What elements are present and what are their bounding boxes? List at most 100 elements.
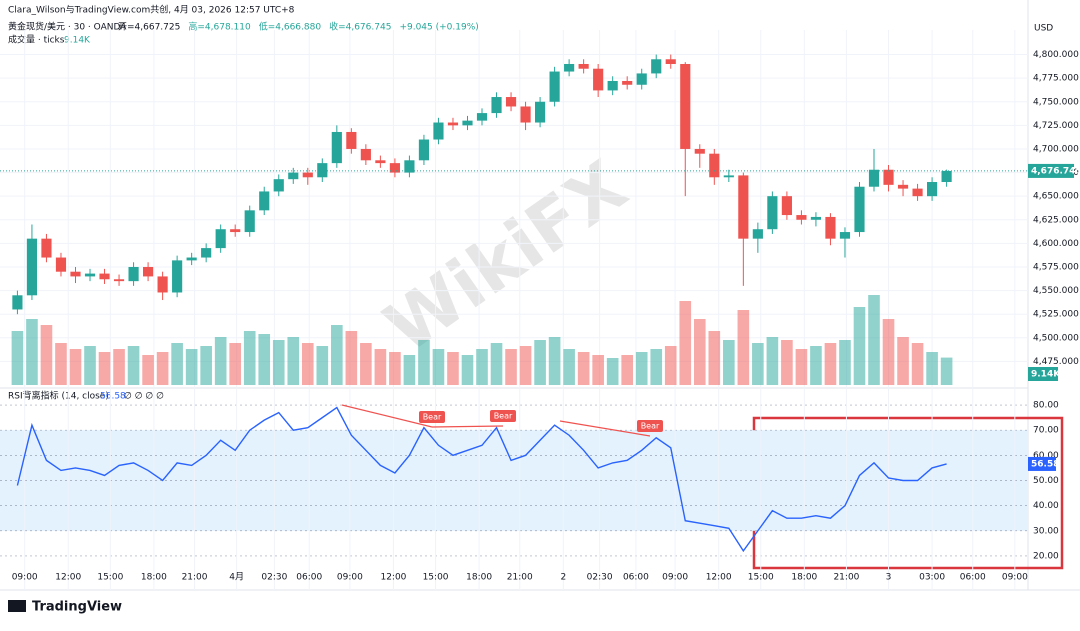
candle-body [26,238,38,296]
candle-body [607,80,618,91]
y2-tick-label: 20.00 [1033,551,1059,561]
volume-bar [839,340,851,385]
bear-label: Bear [641,422,660,431]
rsi-title: RSI背离指标 (14, close) [8,390,109,402]
bear-badge [637,420,663,432]
x-tick-label: 12:00 [706,573,732,583]
candle-body [172,260,183,293]
x-tick-label: 15:00 [97,573,123,583]
volume-bar [897,337,909,385]
y-tick-label: 4,600.000 [1033,239,1079,249]
rsi-line [16,406,947,553]
volume-bar [185,349,198,385]
volume-bar [98,352,111,385]
y2-tick-label: 80.00 [1033,401,1059,411]
candle-body [113,279,125,282]
symbol: 黄金现货/美元 · 30 · OANDA [8,21,127,33]
volume-bar [418,340,430,385]
volume-bar [11,331,24,385]
y-tick-label: 4,500.000 [1033,333,1079,343]
y-tick-label: 4,750.000 [1033,97,1079,107]
x-tick-label: 18:00 [466,573,492,583]
candle-body [70,271,81,277]
volume-bar [752,343,764,385]
rsi-label: 56.58 [1031,459,1059,469]
y2-tick-label: 50.00 [1033,476,1059,486]
y2-tick-label: 60.00 [1033,451,1059,461]
ohlc-item: +9.045 (+0.19%) [399,23,478,33]
candle-body [447,122,459,126]
rsi-label-bg [1028,456,1056,471]
y-tick-label: 4,575.000 [1033,262,1079,272]
x-tick-label: 12:00 [55,573,81,583]
volume-bar [606,358,619,385]
x-tick-label: 2 [560,573,566,583]
candle-body [665,59,676,64]
x-tick-label: 3 [886,573,892,583]
candle-body [418,139,430,161]
volume-bar [214,337,227,385]
volume-bar [592,355,604,385]
volume-bar [505,349,517,385]
ohlc-item: 开=4,667.725 [118,22,180,33]
candle-body [157,276,168,293]
rsi-value: 56.58 [100,392,126,402]
candle-body [230,229,241,233]
volume-bar [389,352,401,385]
candle-body [317,163,328,178]
candle-body [288,172,299,180]
candle-body [781,196,792,216]
candle-body [41,238,52,258]
volume-bar [272,340,285,385]
x-tick-label: 09:00 [337,573,363,583]
bear-badge [490,410,516,422]
x-tick-label: 06:00 [623,573,649,583]
ohlc-item: 高=4,678.110 [188,21,251,33]
volume-bar [926,352,938,385]
volume-bar [156,352,169,385]
candle-body [476,113,488,121]
logo-icon [8,600,26,612]
volume-bar [345,331,358,385]
candle-body [738,175,749,239]
volume-title: 成交量 · ticks [8,34,65,46]
y-tick-label: 4,725.000 [1033,121,1079,131]
candle-body [564,63,575,72]
candle-body [723,175,734,178]
rsi-extra: ∅ ∅ ∅ ∅ [124,392,164,402]
x-tick-label: 12:00 [380,573,406,583]
candle-body [201,248,212,258]
volume-bar [432,349,445,385]
volume-bar [316,346,329,385]
candle-body [128,266,139,282]
volume-bar [403,355,416,385]
candle-body [404,160,415,173]
x-tick-label: 06:00 [960,573,986,583]
y-tick-label: 4,775.000 [1033,74,1079,84]
divergence-line [559,420,651,437]
volume-bar [766,337,779,385]
volume-bar [548,337,561,385]
y-tick-label: 4,625.000 [1033,215,1079,225]
volume-bar [882,319,895,385]
candle-body [897,184,909,189]
candle-body [810,216,822,220]
y2-tick-label: 30.00 [1033,526,1059,536]
ohlc-item: 收=4,676.745 [329,21,391,33]
candle-body [259,191,270,211]
candle-body [505,97,517,107]
volume-bar [621,355,634,385]
candle-body [520,106,531,123]
x-tick-label: 02:30 [261,573,287,583]
candle-body [636,73,647,85]
x-tick-label: 21:00 [507,573,533,583]
bear-badge [419,411,445,423]
x-tick-label: 09:00 [662,573,688,583]
candle-body [854,186,865,233]
volume-bar [635,352,648,385]
candle-body [375,160,386,164]
volume-bar [737,310,750,385]
bear-label: Bear [494,412,513,421]
price-label: 4,676.745 [1031,166,1080,176]
